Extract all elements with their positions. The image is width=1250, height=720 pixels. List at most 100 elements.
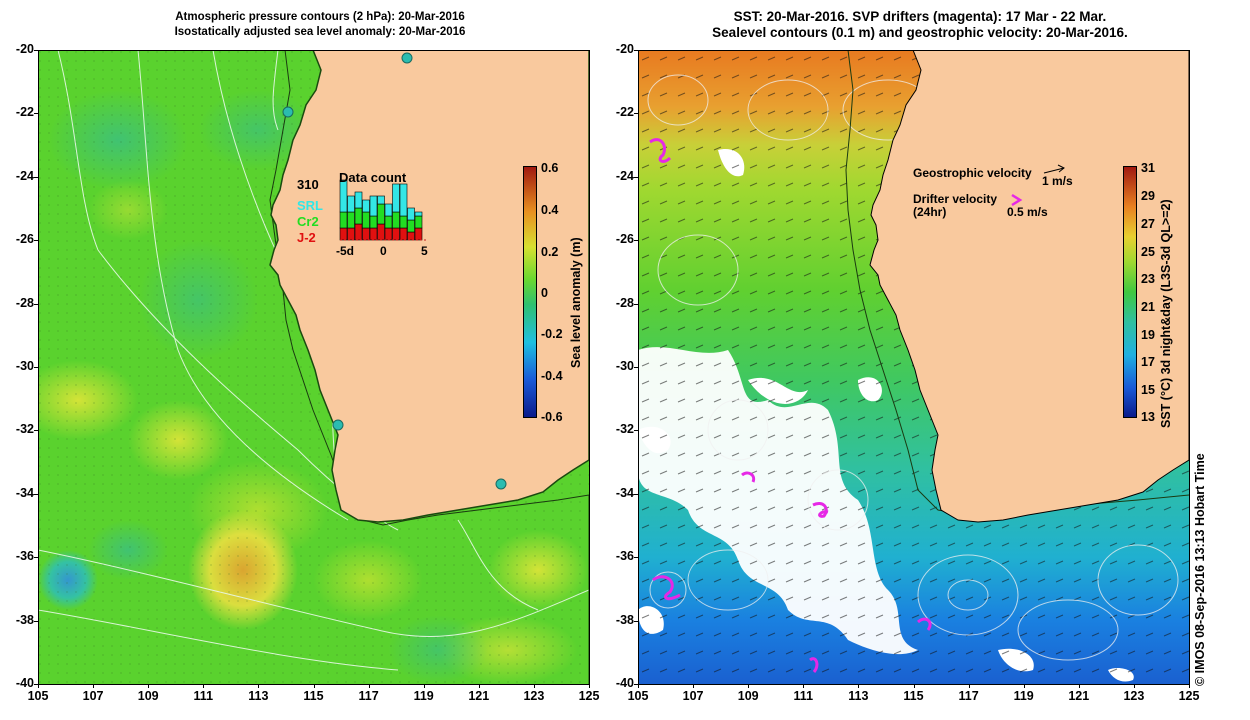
right-y-tick-label: -36 [615, 549, 634, 564]
left-y-tick-mark [34, 430, 38, 432]
left-x-tick-label: 119 [413, 689, 434, 703]
right-x-tick-mark [693, 684, 695, 688]
left-x-tick-label: 121 [468, 689, 490, 703]
right-drifter-tracks [649, 138, 932, 673]
right-title-line1: SST: 20-Mar-2016. SVP drifters (magenta)… [733, 9, 1107, 24]
right-y-tick-label: -34 [615, 485, 634, 500]
right-x-tick-label: 107 [682, 689, 704, 703]
inset-bar-srl [377, 195, 385, 205]
inset-bar-srl [414, 211, 423, 217]
right-x-tick-mark [748, 684, 750, 688]
right-x-tick-label: 105 [627, 689, 649, 703]
right-x-tick-label: 123 [1123, 689, 1145, 703]
left-x-tick-label: 111 [193, 689, 214, 703]
left-cb-tick-5: -0.4 [541, 369, 563, 383]
right-sst-map [638, 50, 1189, 684]
inset-bar-srl [347, 195, 355, 213]
left-y-tick-mark [34, 176, 38, 178]
inset-mission-srl: SRL [297, 198, 323, 213]
left-y-tick-mark [34, 240, 38, 242]
left-cb-tick-2: 0.2 [541, 245, 559, 259]
right-cb-tick-9: 13 [1141, 410, 1155, 424]
left-title-line2: Isostatically adjusted sea level anomaly… [174, 26, 466, 38]
inset-mission-j2: J-2 [297, 230, 316, 245]
left-y-tick-label: -30 [15, 359, 34, 373]
right-y-tick-mark [634, 493, 638, 495]
left-y-tick-label: -22 [15, 105, 34, 120]
inset-bar-srl [354, 191, 363, 209]
left-y-tick-mark [34, 684, 38, 685]
right-x-tick-mark [913, 684, 915, 688]
left-x-tick-label: 125 [578, 689, 600, 703]
right-x-tick-mark [1133, 684, 1135, 688]
left-cb-tick-6: -0.6 [541, 410, 563, 424]
right-y-tick-label: -38 [615, 612, 634, 627]
right-y-tick-label: -20 [615, 42, 634, 56]
right-x-tick-mark [1078, 684, 1080, 688]
right-cb-tick-6: 19 [1141, 328, 1155, 342]
left-australia-land [269, 50, 589, 523]
geo-velocity-scale: 1 m/s [1042, 174, 1073, 188]
right-x-tick-label: 121 [1068, 689, 1090, 703]
inset-bar-srl [369, 195, 378, 217]
left-x-tick-mark [478, 684, 480, 688]
right-y-tick-label: -26 [615, 232, 634, 247]
right-y-tick-label: -24 [615, 168, 634, 183]
inset-bar-srl [384, 203, 393, 217]
left-x-tick-label: 123 [523, 689, 545, 703]
drifter-velocity-scale: 0.5 m/s [1007, 205, 1048, 219]
right-x-tick-label: 111 [793, 689, 814, 703]
right-title-line2: Sealevel contours (0.1 m) and geostrophi… [712, 25, 1128, 40]
left-x-tick-mark [313, 684, 315, 688]
left-bathymetry-contour [269, 50, 589, 684]
right-y-tick-mark [634, 684, 638, 685]
left-y-tick-label: -38 [15, 612, 34, 627]
right-x-tick-label: 115 [903, 689, 924, 703]
left-x-tick-mark [533, 684, 535, 688]
left-x-tick-mark [258, 684, 260, 688]
right-x-tick-mark [968, 684, 970, 688]
right-y-tick-mark [634, 367, 638, 368]
left-y-tick-label: -24 [15, 168, 34, 183]
geo-velocity-label: Geostrophic velocity [913, 166, 1032, 180]
right-y-tick-mark [634, 303, 638, 305]
right-x-tick-mark [858, 684, 860, 688]
inset-title: Data count [339, 170, 407, 185]
right-y-tick-mark [634, 430, 638, 432]
right-cb-tick-3: 25 [1141, 245, 1155, 259]
drifter-velocity-label: Drifter velocity [913, 192, 998, 206]
right-x-tick-mark [638, 684, 639, 688]
inset-xlabel-mid: 0 [380, 244, 387, 258]
right-panel-title: SST: 20-Mar-2016. SVP drifters (magenta)… [640, 9, 1200, 41]
right-y-tick-label: -22 [615, 105, 634, 120]
right-x-tick-label: 117 [958, 689, 979, 703]
inset-xlabel-end: 5 [421, 244, 428, 258]
right-y-tick-label: -30 [615, 359, 634, 373]
left-panel-title: Atmospheric pressure contours (2 hPa): 2… [60, 10, 580, 40]
left-map-frame [38, 50, 590, 685]
left-x-tick-mark [93, 684, 95, 688]
right-y-tick-mark [634, 240, 638, 242]
left-x-tick-label: 117 [358, 689, 379, 703]
right-y-tick-label: -40 [615, 676, 634, 690]
left-y-tick-label: -36 [15, 549, 34, 564]
left-y-tick-label: -20 [15, 42, 34, 56]
right-x-tick-label: 109 [737, 689, 759, 703]
left-x-tick-label: 107 [82, 689, 104, 703]
left-y-tick-mark [34, 303, 38, 305]
right-y-tick-mark [634, 113, 638, 115]
right-cb-tick-1: 29 [1141, 189, 1155, 203]
imos-credit: © IMOS 08-Sep-2016 13:13 Hobart Time [1193, 453, 1207, 686]
right-australia-land [869, 50, 1189, 523]
left-cb-tick-0: 0.6 [541, 161, 559, 175]
right-x-tick-label: 119 [1013, 689, 1034, 703]
right-x-tick-label: 113 [848, 689, 869, 703]
left-y-tick-mark [34, 557, 38, 559]
left-y-tick-label: -40 [15, 676, 34, 690]
inset-bar-srl [362, 199, 370, 213]
right-legend-arrows [1011, 164, 1065, 207]
left-x-tick-mark [589, 684, 590, 688]
right-y-tick-mark [634, 50, 638, 51]
inset-bar-srl [339, 179, 348, 213]
inset-bar-srl [399, 183, 408, 217]
